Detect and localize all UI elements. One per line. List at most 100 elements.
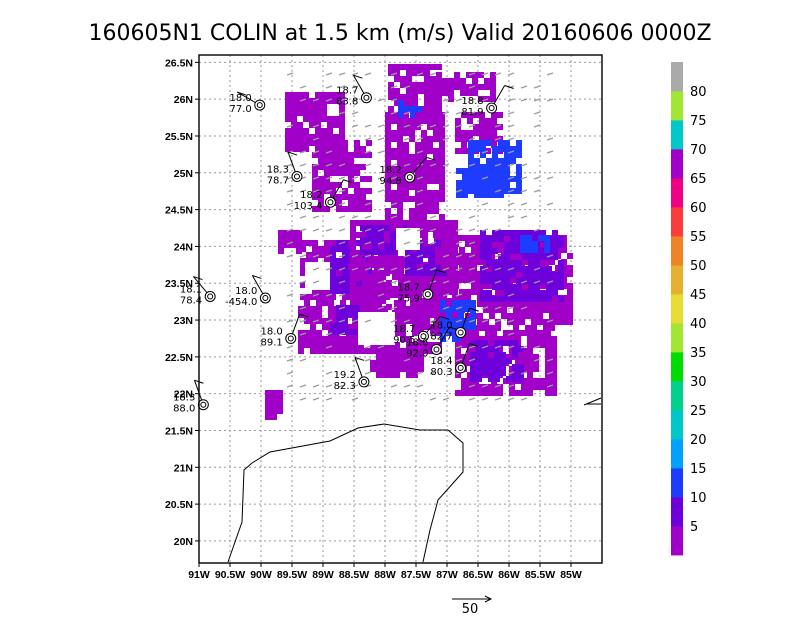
speed-cell bbox=[552, 278, 558, 284]
speed-cell bbox=[336, 146, 342, 152]
speed-cell bbox=[552, 272, 558, 278]
speed-cell bbox=[296, 230, 302, 236]
speed-cell bbox=[510, 284, 516, 290]
speed-cell bbox=[346, 342, 352, 348]
wind-vector bbox=[481, 98, 489, 102]
speed-cell bbox=[500, 358, 506, 364]
wind-vector bbox=[455, 267, 463, 271]
speed-cell bbox=[336, 288, 342, 294]
station-marker: 18.077.0 bbox=[229, 91, 266, 115]
wind-vector bbox=[299, 163, 307, 167]
speed-cell bbox=[277, 408, 283, 414]
speed-cell bbox=[460, 84, 466, 90]
colorbar-label: 30 bbox=[690, 375, 707, 390]
speed-cell bbox=[447, 271, 453, 277]
speed-cell bbox=[411, 270, 417, 276]
wind-vector bbox=[338, 254, 346, 258]
speed-cell bbox=[516, 284, 522, 290]
barb-flag bbox=[439, 315, 450, 320]
wind-vector bbox=[481, 306, 489, 310]
speed-cell bbox=[321, 128, 327, 134]
speed-cell bbox=[412, 70, 418, 76]
speed-cell bbox=[421, 184, 427, 190]
speed-cell bbox=[516, 164, 522, 170]
wind-vector bbox=[338, 163, 346, 167]
speed-cell bbox=[439, 196, 445, 202]
speed-cell bbox=[303, 92, 309, 98]
speed-cell bbox=[390, 231, 396, 237]
station-ring-inner bbox=[363, 94, 370, 101]
speed-cell bbox=[439, 190, 445, 196]
speed-cell bbox=[352, 348, 358, 354]
wind-vector bbox=[390, 72, 398, 76]
speed-cell bbox=[370, 366, 376, 372]
speed-cell bbox=[476, 352, 482, 358]
speed-cell bbox=[415, 166, 421, 172]
y-tick-label: 25N bbox=[174, 168, 193, 180]
speed-cell bbox=[498, 236, 504, 242]
speed-cell bbox=[545, 342, 551, 348]
speed-cell bbox=[397, 166, 403, 172]
speed-cell bbox=[534, 230, 540, 236]
wind-vector bbox=[442, 280, 450, 284]
speed-cell bbox=[485, 124, 491, 130]
speed-cell bbox=[540, 248, 546, 254]
speed-cell bbox=[436, 330, 442, 336]
speed-cell bbox=[366, 270, 372, 276]
speed-cell bbox=[522, 254, 528, 260]
speed-cell bbox=[491, 130, 497, 136]
wind-vector bbox=[507, 176, 515, 180]
speed-cell bbox=[421, 172, 427, 178]
speed-cell bbox=[394, 76, 400, 82]
speed-cell bbox=[439, 130, 445, 136]
speed-cell bbox=[561, 301, 567, 307]
speed-cell bbox=[386, 220, 392, 226]
speed-cell bbox=[474, 168, 480, 174]
speed-cell bbox=[513, 313, 519, 319]
speed-cell bbox=[558, 296, 564, 302]
speed-cell bbox=[403, 130, 409, 136]
speed-cell bbox=[421, 142, 427, 148]
speed-cell bbox=[473, 130, 479, 136]
speed-cell bbox=[430, 330, 436, 336]
speed-cell bbox=[549, 301, 555, 307]
speed-cell bbox=[397, 178, 403, 184]
x-axis: 91W 90.5W 90W 89.5W 89W 88.5W 88W 87.5W 87W 86.5W… bbox=[188, 563, 582, 581]
speed-cell bbox=[392, 226, 398, 232]
speed-cell bbox=[298, 312, 304, 318]
speed-cell bbox=[296, 248, 302, 254]
speed-cell bbox=[441, 235, 447, 241]
speed-cell bbox=[372, 231, 378, 237]
speed-cell bbox=[328, 312, 334, 318]
station-ring-inner bbox=[424, 291, 431, 298]
wind-vector bbox=[377, 98, 385, 102]
wind-vector bbox=[403, 163, 411, 167]
speed-cell bbox=[354, 305, 360, 311]
speed-cell bbox=[415, 154, 421, 160]
wind-vector bbox=[338, 72, 346, 76]
speed-cell bbox=[492, 186, 498, 192]
wind-vector bbox=[286, 254, 294, 258]
speed-cell bbox=[509, 384, 515, 390]
speed-cell bbox=[506, 340, 512, 346]
wind-vector bbox=[481, 384, 489, 388]
speed-cell bbox=[436, 96, 442, 102]
speed-cell bbox=[336, 240, 342, 246]
speed-cell bbox=[412, 82, 418, 88]
wind-vector bbox=[351, 397, 359, 401]
wind-vector bbox=[481, 176, 489, 180]
speed-cell bbox=[498, 296, 504, 302]
station-ring-inner bbox=[207, 293, 214, 300]
wind-vector bbox=[338, 176, 346, 180]
colorbar-label: 50 bbox=[690, 259, 707, 274]
speed-cell bbox=[358, 300, 364, 306]
speed-cell bbox=[534, 272, 540, 278]
speed-cell bbox=[552, 248, 558, 254]
speed-cell bbox=[388, 88, 394, 94]
wind-vector bbox=[442, 293, 450, 297]
speed-cell bbox=[348, 164, 354, 170]
wind-vector bbox=[325, 98, 333, 102]
speed-cell bbox=[339, 122, 345, 128]
speed-cell bbox=[504, 176, 510, 182]
speed-cell bbox=[336, 276, 342, 282]
